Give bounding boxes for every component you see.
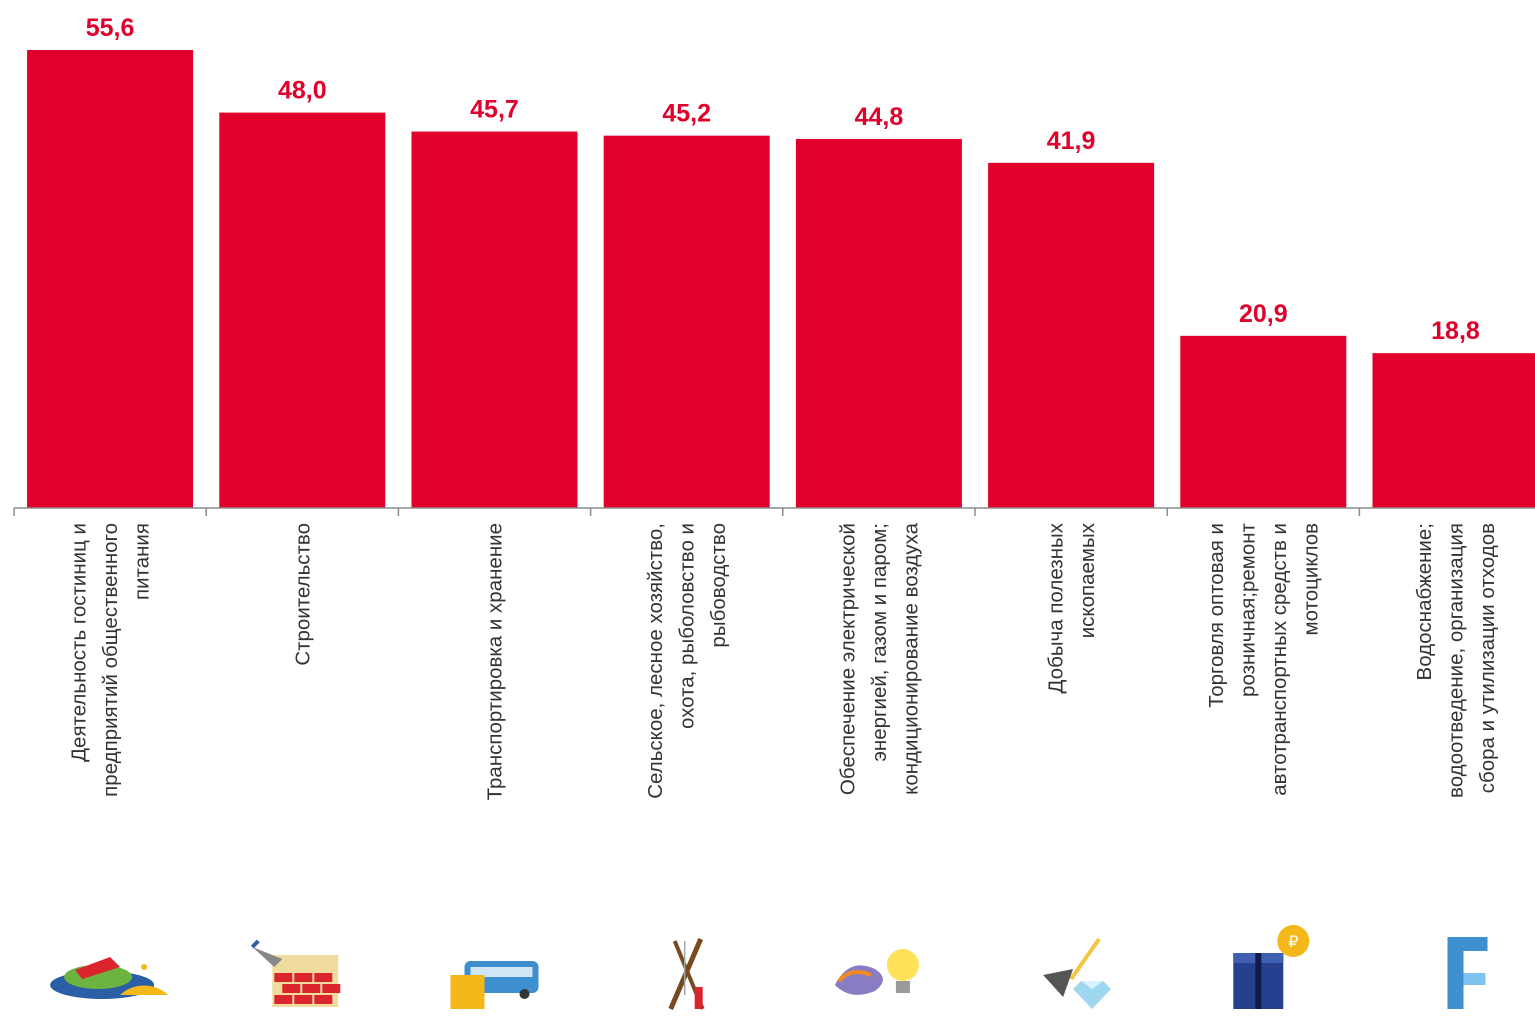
value-label: 45,7 bbox=[470, 96, 519, 124]
shovel-diamond-icon bbox=[1043, 937, 1112, 1009]
category-label-line: Транспортировка и хранение bbox=[484, 523, 507, 800]
category-label-line: Деятельность гостиниц и bbox=[68, 523, 91, 762]
category-label-line: Обеспечение электрической bbox=[836, 523, 859, 795]
store-coin-icon: ₽ bbox=[1233, 925, 1310, 1009]
value-label: 18,8 bbox=[1431, 317, 1480, 345]
value-label: 55,6 bbox=[86, 14, 135, 42]
category-label-line: мотоциклов bbox=[1300, 523, 1323, 635]
value-label: 48,0 bbox=[278, 77, 327, 105]
category-label: Обеспечение электрической энергией, газом… bbox=[836, 522, 922, 795]
bar bbox=[795, 138, 962, 508]
category-label-line: кондиционирование воздуха bbox=[899, 522, 922, 794]
bar bbox=[1180, 335, 1347, 508]
category-label: Транспортировка и хранение bbox=[484, 523, 507, 800]
gas-lightbulb-icon bbox=[834, 949, 919, 995]
category-label-line: Добыча полезных bbox=[1044, 522, 1067, 693]
bar bbox=[1372, 353, 1535, 508]
category-label: Строительство bbox=[291, 523, 314, 666]
category-label: Торговля оптовая и розничная;ремонт автотр… bbox=[1205, 522, 1323, 795]
bar bbox=[219, 112, 386, 509]
category-label-line: ископаемых bbox=[1076, 522, 1099, 638]
category-label-line: водоотведение, организация bbox=[1445, 523, 1468, 798]
bar bbox=[988, 162, 1155, 508]
value-label: 45,2 bbox=[662, 100, 711, 128]
category-label: Добыча полезных ископаемых bbox=[1044, 522, 1099, 693]
category-label-line: энергией, газом и паром; bbox=[868, 523, 891, 762]
category-label-line: Торговля оптовая и bbox=[1205, 523, 1228, 708]
bars-group bbox=[27, 50, 1535, 509]
truck-bus-icon bbox=[450, 961, 539, 1009]
category-label-line: Водоснабжение; bbox=[1413, 523, 1436, 680]
value-label: 20,9 bbox=[1239, 300, 1288, 328]
category-label-line: питания bbox=[131, 523, 154, 600]
x-axis-ticks bbox=[13, 508, 1361, 516]
bar bbox=[27, 50, 194, 508]
category-label: Сельское, лесное хозяйство, охота, рыболо… bbox=[644, 523, 730, 799]
fishing-hunting-icon bbox=[668, 938, 705, 1010]
category-label-line: Строительство bbox=[291, 523, 314, 666]
category-labels-group: Деятельность гостиниц и предприятий общес… bbox=[68, 522, 1499, 800]
bar bbox=[411, 131, 578, 508]
category-label-line: сбора и утилизации отходов bbox=[1476, 523, 1499, 793]
value-label: 41,9 bbox=[1047, 127, 1096, 155]
category-label-line: автотранспортных средств и bbox=[1268, 523, 1291, 796]
svg-text:₽: ₽ bbox=[1288, 932, 1298, 951]
value-labels-group: 55,6 48,0 45,7 45,2 44,8 41,9 20,9 18,8 bbox=[86, 14, 1480, 345]
value-label: 44,8 bbox=[855, 103, 904, 131]
water-pipe-icon bbox=[1447, 937, 1488, 1009]
brick-wall-icon bbox=[250, 939, 341, 1007]
category-label-line: розничная;ремонт bbox=[1237, 522, 1260, 697]
icons-group: ₽ bbox=[50, 925, 1488, 1010]
category-label-line: охота, рыболовство и bbox=[676, 523, 699, 729]
category-label: Деятельность гостиниц и предприятий общес… bbox=[68, 523, 154, 797]
food-plate-icon bbox=[50, 957, 169, 999]
category-label-line: предприятий общественного bbox=[99, 523, 122, 797]
category-label-line: Сельское, лесное хозяйство, bbox=[644, 523, 667, 799]
category-label: Водоснабжение; водоотведение, организация… bbox=[1413, 523, 1499, 798]
bar bbox=[603, 135, 770, 508]
category-label-line: рыбоводство bbox=[707, 523, 730, 648]
